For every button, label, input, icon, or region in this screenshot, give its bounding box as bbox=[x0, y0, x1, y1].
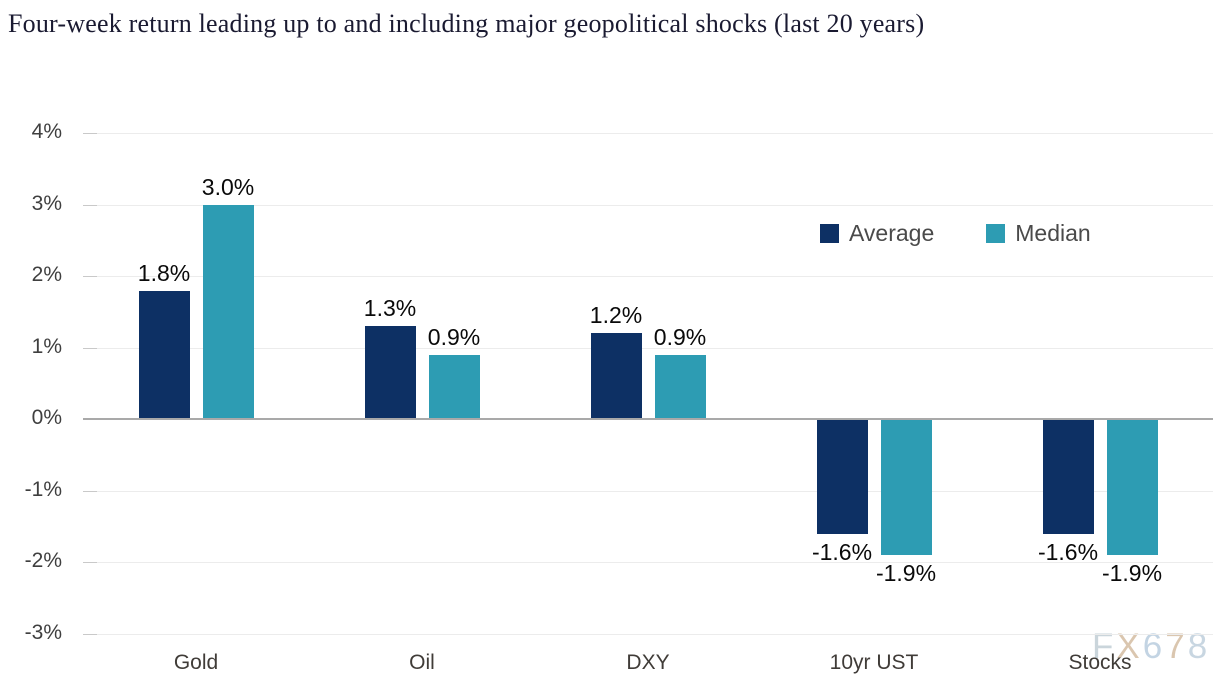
y-axis-tick-label: 3% bbox=[31, 191, 62, 215]
bar-median-0 bbox=[202, 204, 254, 420]
bar-median-3 bbox=[880, 419, 932, 556]
y-axis-tick bbox=[83, 204, 97, 206]
legend-label-average: Average bbox=[849, 220, 935, 246]
x-axis-label-gold: Gold bbox=[173, 651, 219, 674]
y-axis-tick-label: -1% bbox=[24, 477, 62, 501]
gridline bbox=[85, 276, 1213, 278]
legend-label-median: Median bbox=[1015, 220, 1091, 246]
bar-median-1 bbox=[428, 354, 480, 420]
y-axis-tick bbox=[83, 347, 97, 349]
bar-value-label: -1.6% bbox=[1037, 538, 1099, 565]
watermark-letter: 6 bbox=[1142, 627, 1166, 666]
y-axis-tick-label: 0% bbox=[31, 406, 62, 430]
gridline bbox=[85, 347, 1213, 349]
bar-value-label: 1.2% bbox=[589, 302, 643, 329]
gridline bbox=[85, 133, 1213, 134]
bar-average-2 bbox=[590, 333, 642, 420]
bar-median-2 bbox=[654, 354, 706, 420]
watermark-letter: 8 bbox=[1187, 627, 1211, 666]
x-axis-label-dxy: DXY bbox=[626, 651, 670, 674]
legend-swatch-median-icon bbox=[986, 224, 1006, 243]
watermark-letter: X bbox=[1116, 627, 1143, 666]
gridline bbox=[85, 562, 1213, 564]
bar-value-label: -1.9% bbox=[1101, 560, 1163, 587]
x-axis-label-stocks: Stocks bbox=[1068, 651, 1132, 674]
watermark-letter: F bbox=[1092, 627, 1117, 666]
bar-average-3 bbox=[816, 419, 868, 534]
y-axis-tick bbox=[83, 634, 97, 635]
legend-swatch-average-icon bbox=[820, 224, 839, 243]
chart-title: Four-week return leading up to and inclu… bbox=[8, 9, 925, 38]
zero-gridline bbox=[83, 418, 1213, 421]
bar-median-4 bbox=[1106, 419, 1158, 556]
bar-average-1 bbox=[364, 326, 416, 420]
y-axis-tick-label: 2% bbox=[31, 263, 62, 287]
y-axis-tick-label: -2% bbox=[24, 549, 62, 573]
gridline bbox=[85, 204, 1213, 206]
y-axis-tick bbox=[83, 133, 97, 134]
gridline bbox=[85, 634, 1213, 635]
y-axis-tick-label: 1% bbox=[31, 334, 62, 358]
bar-value-label: 3.0% bbox=[201, 173, 255, 200]
bar-value-label: 1.3% bbox=[363, 295, 417, 322]
x-axis-label-oil: Oil bbox=[409, 651, 435, 674]
y-axis-tick bbox=[83, 490, 97, 492]
bar-value-label: 0.9% bbox=[427, 323, 481, 350]
bar-average-4 bbox=[1042, 419, 1094, 534]
legend: Average Median bbox=[820, 220, 1091, 247]
x-axis-label-10yr-ust: 10yr UST bbox=[829, 651, 919, 674]
y-axis-tick-label: -3% bbox=[24, 621, 62, 644]
bar-value-label: 0.9% bbox=[653, 323, 707, 350]
y-axis-tick bbox=[83, 562, 97, 564]
bar-value-label: -1.9% bbox=[875, 560, 937, 587]
bar-value-label: -1.6% bbox=[811, 538, 873, 565]
watermark-letter: 7 bbox=[1165, 627, 1188, 666]
watermark: FX678 bbox=[1092, 627, 1210, 667]
y-axis-tick-label: 4% bbox=[31, 120, 62, 143]
legend-item-median: Median bbox=[986, 220, 1091, 247]
bar-value-label: 1.8% bbox=[137, 259, 191, 286]
gridline bbox=[85, 490, 1213, 492]
y-axis-tick bbox=[83, 276, 97, 278]
bar-average-0 bbox=[138, 290, 190, 420]
legend-item-average: Average bbox=[820, 220, 934, 247]
